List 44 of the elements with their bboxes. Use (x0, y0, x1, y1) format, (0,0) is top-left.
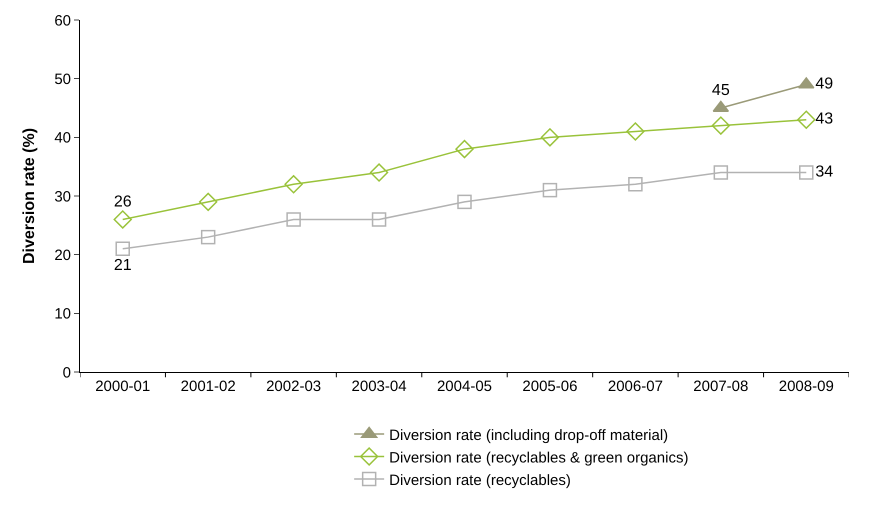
data-label: 49 (815, 76, 834, 93)
point (286, 212, 301, 227)
point (712, 116, 730, 135)
x-tick-label: 2000-01 (95, 378, 150, 395)
data-label: 21 (114, 256, 132, 274)
data-label: 34 (815, 164, 834, 181)
y-tick-label: 40 (54, 130, 71, 147)
y-tick-label: 0 (62, 364, 71, 382)
point (799, 165, 814, 180)
x-tick-label: 2006-07 (608, 378, 663, 395)
x-tick-label: 2007-08 (693, 378, 748, 395)
x-tick-label: 2004-05 (436, 378, 492, 395)
y-tick-label: 20 (54, 246, 71, 264)
point (540, 128, 560, 147)
point (372, 212, 386, 227)
x-tick-label: 2003-04 (352, 378, 407, 395)
y-axis-title: Diversion rate (%) (21, 128, 38, 264)
x-tick-label: 2001-02 (180, 378, 236, 395)
point (542, 182, 558, 198)
data-label: 45 (712, 82, 730, 99)
legend-label: Diversion rate (recyclables) (389, 472, 571, 489)
point (200, 230, 216, 244)
y-tick-label: 30 (54, 188, 71, 206)
x-tick-label: 2005-06 (522, 378, 578, 395)
data-label: 26 (114, 193, 132, 210)
point (626, 122, 645, 141)
legend-label: Diversion rate (recyclables & green organics) (389, 449, 688, 466)
x-tick-label: 2008-09 (778, 378, 834, 395)
y-tick-label: 50 (54, 70, 71, 88)
y-tick-label: 10 (54, 306, 71, 323)
legend-label: Diversion rate (including drop-off material) (389, 426, 668, 444)
x-tick-label: 2002-03 (266, 378, 322, 395)
y-tick-label: 60 (54, 12, 71, 30)
point (714, 165, 728, 180)
point (198, 192, 218, 212)
point (455, 140, 474, 158)
point (115, 242, 130, 256)
point (114, 210, 132, 229)
point (797, 110, 816, 129)
data-label: 43 (815, 110, 834, 128)
point (457, 194, 472, 210)
point (370, 163, 388, 182)
point (284, 175, 303, 194)
point (628, 177, 643, 192)
